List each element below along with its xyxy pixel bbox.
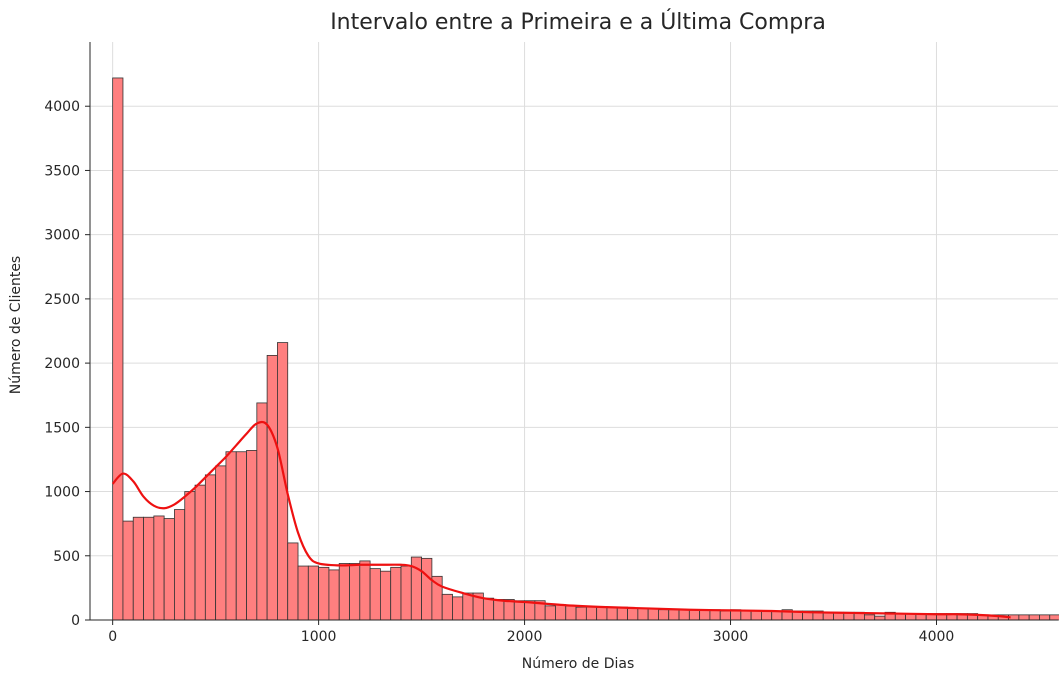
x-axis-label: Número de Dias — [522, 656, 635, 672]
histogram-bar — [761, 610, 773, 621]
histogram-bar — [174, 509, 186, 621]
histogram-bar — [421, 557, 433, 621]
histogram-bar — [606, 606, 618, 621]
histogram-bar — [482, 597, 495, 621]
histogram-bar — [740, 610, 752, 621]
histogram-bars — [112, 77, 1059, 621]
histogram-bar — [441, 593, 453, 621]
histogram-bar — [369, 568, 381, 621]
histogram-bar — [132, 516, 144, 621]
y-tick-label: 500 — [53, 549, 80, 565]
histogram-bar — [864, 614, 876, 621]
y-tick-label: 0 — [71, 613, 80, 629]
x-tick-label: 2000 — [507, 629, 543, 645]
histogram-bar — [462, 592, 474, 621]
histogram-bar — [359, 560, 371, 621]
histogram-bar — [503, 599, 515, 621]
histogram-bar — [246, 450, 258, 621]
chart-title: Intervalo entre a Primeira e a Última Co… — [330, 9, 826, 35]
histogram-bar — [565, 605, 577, 621]
histogram-bar — [379, 570, 392, 621]
histogram-bar — [163, 518, 175, 621]
y-tick-label: 2000 — [44, 356, 80, 372]
histogram-bar — [596, 606, 608, 621]
histogram-bar — [1018, 614, 1030, 621]
histogram-bar — [328, 569, 340, 621]
axes: 0 1000 2000 3000 4000 0 500 1000 1500 2000 2500 300… — [44, 42, 1058, 645]
histogram-bar — [1039, 614, 1051, 621]
histogram-bar — [215, 465, 227, 621]
histogram-bar — [297, 565, 309, 621]
x-tick-label: 1000 — [301, 629, 337, 645]
histogram-bar — [287, 542, 299, 621]
histogram-bar — [390, 566, 402, 621]
x-tick-label: 3000 — [713, 629, 749, 645]
histogram-bar — [1028, 614, 1040, 621]
y-tick-label: 4000 — [44, 99, 80, 115]
histogram-bar — [668, 609, 680, 621]
histogram-bar — [678, 609, 690, 621]
histogram-bar — [627, 608, 639, 621]
kde-curve-group — [111, 420, 1011, 619]
histogram-bar — [349, 563, 361, 621]
histogram-bar — [575, 606, 587, 621]
kde-curve — [111, 420, 1011, 619]
histogram-bar — [153, 515, 165, 621]
histogram-bar — [112, 77, 124, 621]
y-tick-label: 1500 — [44, 420, 80, 436]
histogram-bar — [637, 608, 649, 621]
histogram-bar — [143, 516, 155, 621]
histogram-bar — [452, 596, 464, 621]
histogram-bar — [719, 610, 731, 621]
histogram-bar — [647, 608, 659, 621]
histogram-bar — [277, 342, 289, 621]
histogram-bar — [699, 609, 711, 621]
y-tick-label: 3000 — [44, 228, 80, 244]
histogram-bar — [318, 566, 330, 621]
y-tick-label: 3500 — [44, 163, 80, 179]
histogram-bar — [204, 474, 217, 621]
histogram-bar — [400, 565, 412, 621]
histogram-bar — [235, 451, 247, 621]
y-tick-label: 1000 — [44, 485, 80, 501]
x-tick-label: 4000 — [919, 629, 955, 645]
histogram-bar — [493, 599, 505, 621]
histogram-bar — [658, 609, 670, 621]
histogram-bar — [266, 354, 278, 621]
x-tick-label: 0 — [108, 629, 117, 645]
histogram-bar — [513, 600, 525, 621]
histogram-bar — [688, 609, 701, 621]
histogram-bar — [616, 606, 628, 621]
histogram-bar — [555, 604, 567, 621]
histogram-bar — [750, 610, 762, 621]
histogram-bar — [307, 565, 320, 621]
histogram-bar — [338, 563, 350, 621]
histogram-bar — [122, 520, 134, 621]
histogram-bar — [874, 615, 886, 621]
histogram-bar — [194, 484, 206, 621]
histogram-bar — [585, 606, 598, 621]
y-tick-label: 2500 — [44, 292, 80, 308]
y-axis-label: Número de Clientes — [8, 256, 24, 394]
histogram-bar — [256, 402, 268, 621]
histogram-bar — [544, 605, 556, 621]
histogram-bar — [225, 451, 237, 621]
histogram-bar — [184, 491, 196, 621]
histogram-bar — [1049, 614, 1059, 621]
